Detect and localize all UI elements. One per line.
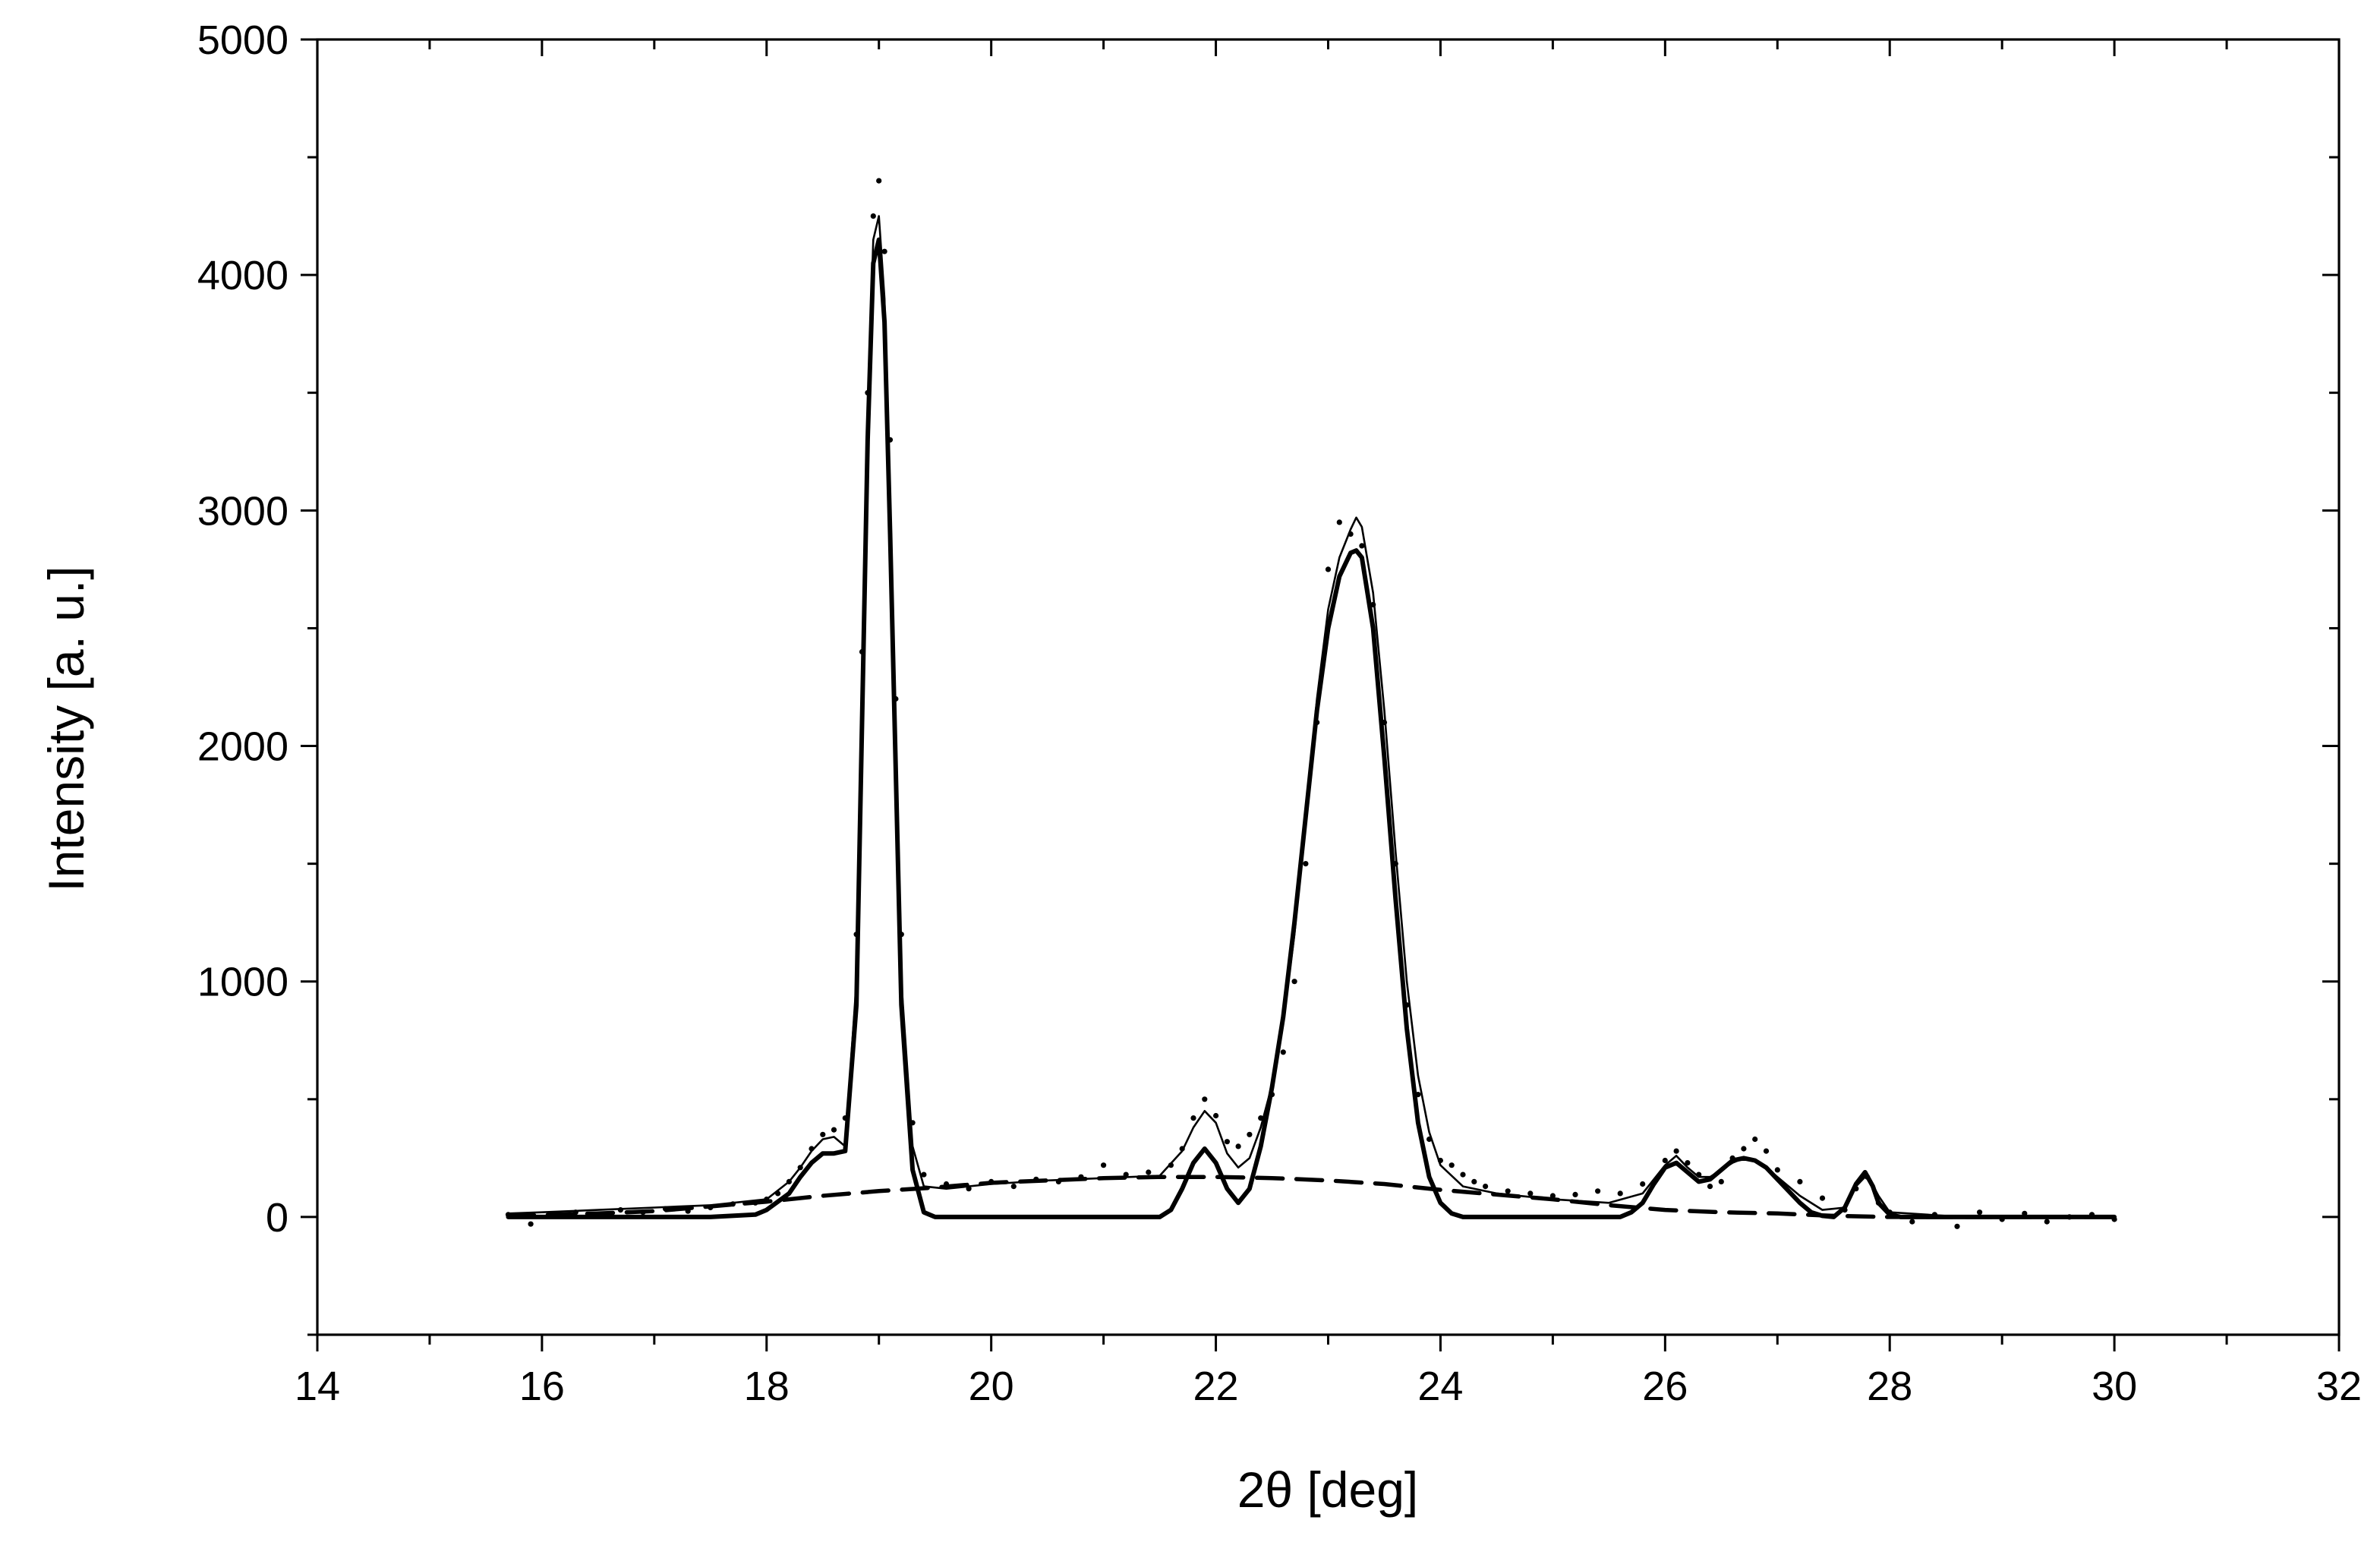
data-point: [1977, 1209, 1983, 1216]
observed-points: [505, 178, 2117, 1229]
data-point: [1617, 1190, 1623, 1197]
x-tick-label: 26: [1642, 1364, 1688, 1409]
data-point: [1741, 1146, 1747, 1152]
x-tick-label: 32: [2316, 1364, 2362, 1409]
data-point: [1572, 1191, 1578, 1197]
data-point: [1460, 1171, 1466, 1178]
y-tick-label: 0: [266, 1195, 288, 1241]
data-point: [1774, 1167, 1780, 1173]
data-point: [1359, 543, 1365, 549]
data-point: [1213, 1112, 1219, 1119]
data-point: [1101, 1162, 1107, 1168]
data-point: [1247, 1131, 1253, 1137]
data-point: [1291, 979, 1297, 985]
data-point: [1752, 1136, 1758, 1143]
data-point: [1235, 1143, 1241, 1149]
x-tick-label: 16: [519, 1364, 565, 1409]
x-tick-labels: 14 16 18 20 22 24 26 28 30 32: [295, 1364, 2362, 1409]
series-group: [505, 178, 2117, 1229]
y-tick-label: 3000: [197, 488, 288, 534]
data-point: [831, 1127, 837, 1133]
data-point: [1010, 1184, 1017, 1190]
data-point: [876, 178, 882, 184]
data-point: [528, 1221, 534, 1227]
plot-frame: [316, 38, 2341, 1336]
data-point: [1146, 1169, 1152, 1175]
data-point: [1325, 566, 1332, 572]
data-point: [1707, 1184, 1713, 1190]
data-point: [1718, 1178, 1724, 1184]
x-tick-label: 20: [969, 1364, 1014, 1409]
data-point: [870, 213, 876, 219]
x-tick-label: 24: [1417, 1364, 1463, 1409]
data-point: [1909, 1219, 1915, 1225]
x-tick-label: 14: [295, 1364, 340, 1409]
data-point: [1336, 519, 1342, 525]
data-point: [1471, 1178, 1477, 1184]
data-point: [1190, 1115, 1196, 1121]
dashed-line: [506, 1175, 2117, 1219]
x-tick-label: 28: [1867, 1364, 1912, 1409]
data-point: [1505, 1188, 1511, 1194]
data-point: [1763, 1148, 1770, 1154]
data-point: [1595, 1188, 1601, 1194]
y-tick-label: 5000: [197, 17, 288, 63]
data-point: [1819, 1195, 1826, 1201]
x-tick-label: 18: [744, 1364, 790, 1409]
y-tick-labels: 0 1000 2000 3000 4000 5000: [197, 17, 288, 1241]
y-tick-label: 1000: [197, 960, 288, 1005]
data-point: [1224, 1139, 1230, 1145]
data-point: [1797, 1178, 1803, 1184]
x-axis-title: 2θ [deg]: [1237, 1462, 1419, 1518]
y-tick-label: 2000: [197, 724, 288, 770]
data-point: [1448, 1162, 1455, 1168]
data-point: [1954, 1223, 1960, 1229]
data-point: [1280, 1049, 1286, 1055]
x-tick-label: 30: [2092, 1364, 2137, 1409]
data-point: [1685, 1160, 1691, 1166]
y-axis-title: Intensity [a. u.]: [38, 566, 94, 891]
data-point: [1202, 1096, 1208, 1102]
data-point: [2044, 1219, 2050, 1225]
data-point: [1483, 1184, 1489, 1190]
data-point: [1662, 1157, 1668, 1164]
thin-line: [507, 215, 2116, 1219]
data-point: [820, 1131, 826, 1137]
data-point: [1303, 861, 1309, 867]
axis-ticks: [301, 38, 2341, 1351]
y-tick-label: 4000: [197, 253, 288, 298]
x-tick-label: 22: [1193, 1364, 1239, 1409]
data-point: [921, 1171, 927, 1178]
data-point: [881, 248, 887, 254]
data-point: [1527, 1190, 1534, 1197]
thick-line: [506, 237, 2117, 1219]
data-point: [1640, 1181, 1646, 1187]
data-point: [1673, 1148, 1679, 1154]
